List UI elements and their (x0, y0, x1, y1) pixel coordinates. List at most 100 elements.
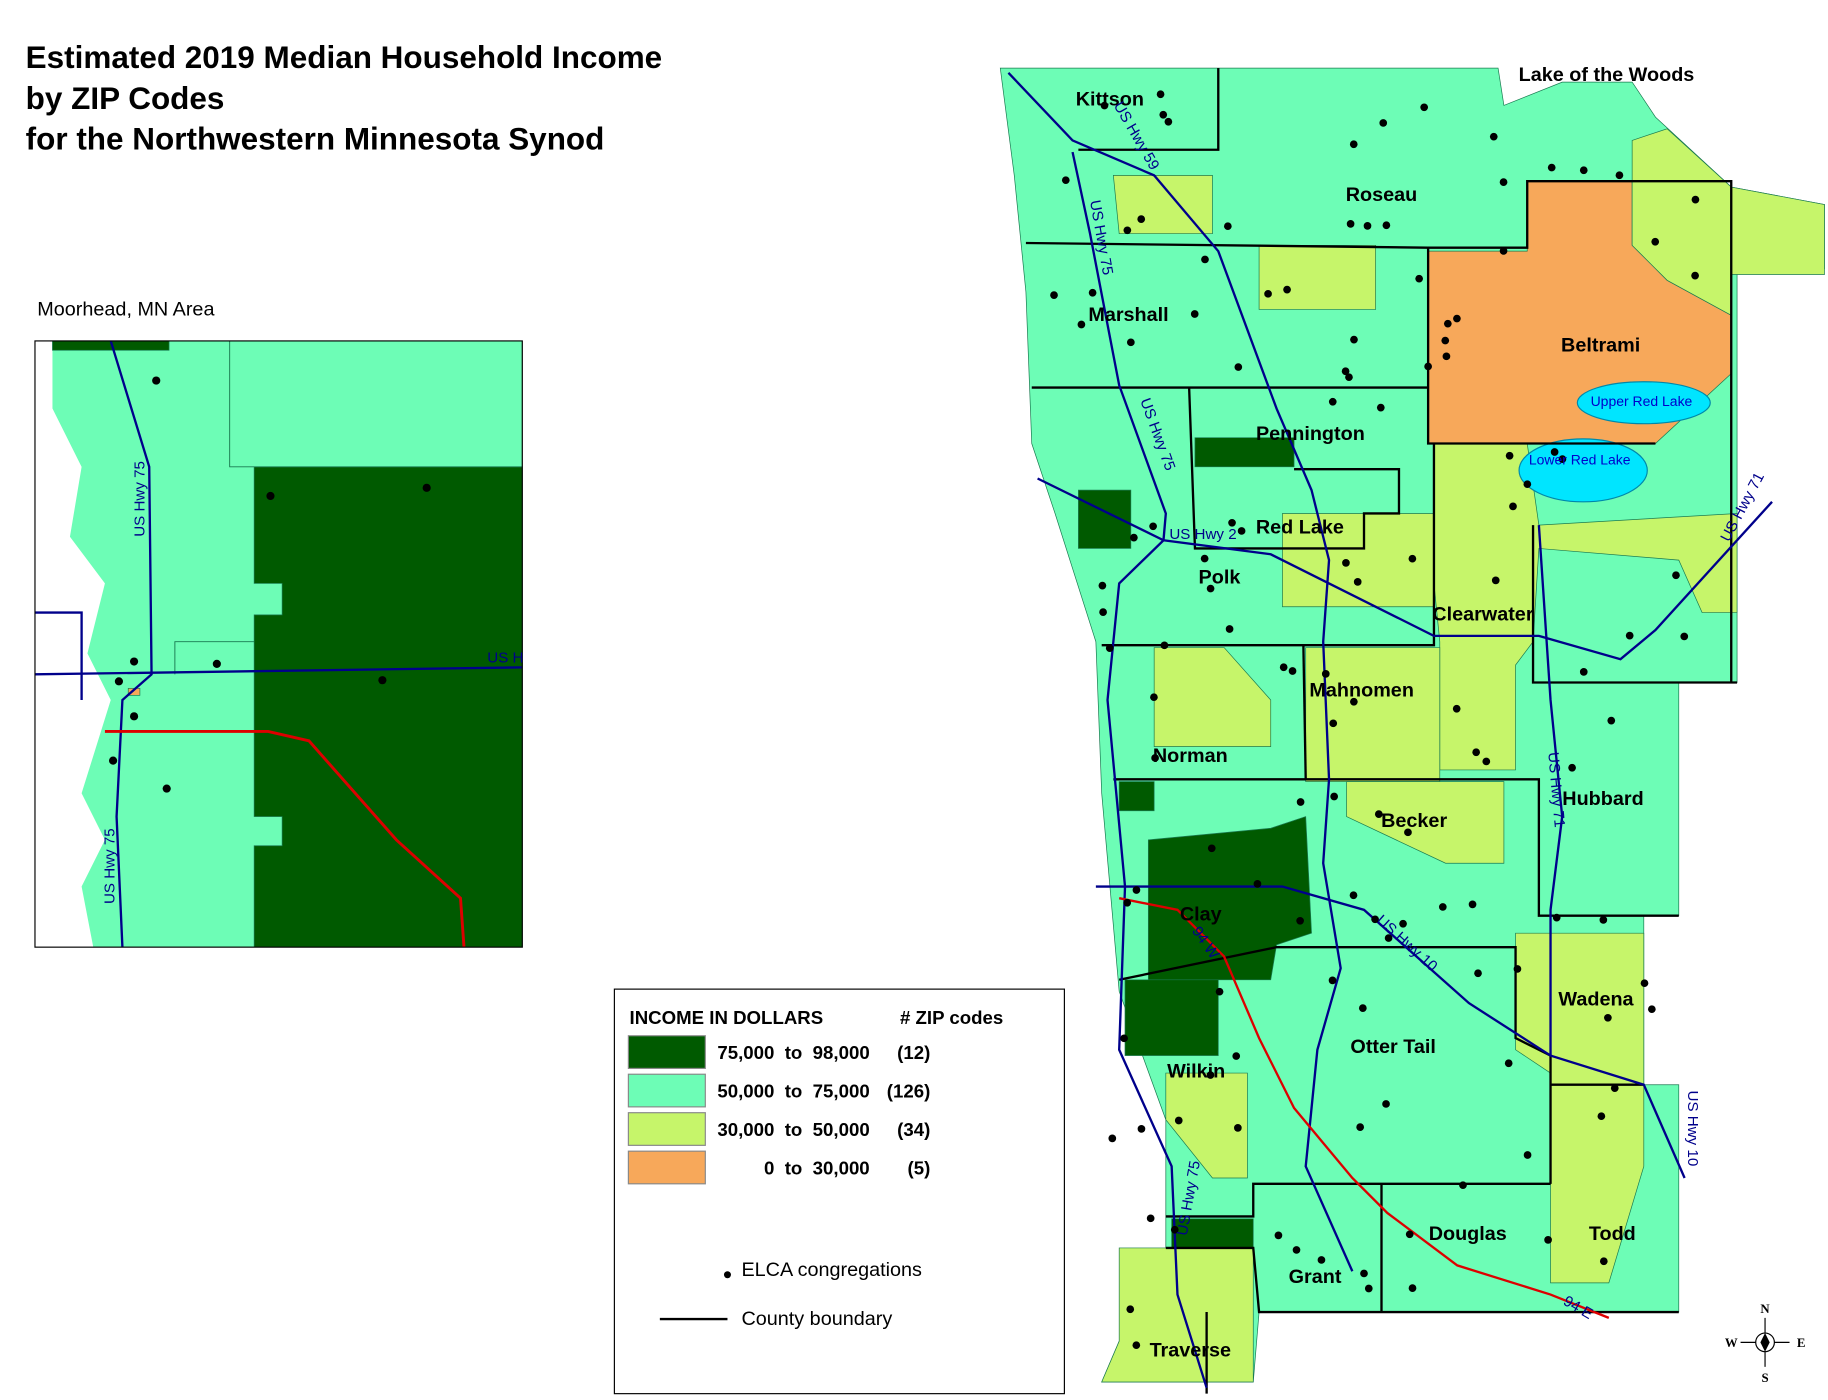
congregation (1132, 886, 1141, 894)
congregation (1123, 898, 1132, 907)
legend-swatch (627, 1073, 706, 1108)
legend-header: INCOME IN DOLLARS (630, 1007, 824, 1028)
congregation (1098, 581, 1107, 590)
road (1095, 885, 1686, 1179)
county-boundary (1101, 443, 1436, 647)
congregation (1404, 828, 1412, 837)
region (1258, 244, 1377, 310)
compass-letter: E (1797, 1336, 1806, 1350)
congregation (1504, 1059, 1513, 1068)
congregation (129, 712, 139, 721)
congregation (1253, 880, 1262, 888)
congregation (1379, 119, 1388, 127)
county-name: Hubbard (1562, 788, 1643, 810)
congregation (1415, 274, 1423, 283)
road (1007, 71, 1354, 1272)
road (1071, 151, 1208, 1389)
congregation (1126, 1305, 1135, 1314)
county-name: Clearwater (1432, 604, 1534, 626)
congregation (162, 784, 171, 793)
congregation (1647, 1005, 1656, 1014)
congregation (1399, 919, 1407, 928)
main-map (999, 67, 1825, 1394)
county-boundary (1165, 1246, 1679, 1314)
congregation (1206, 584, 1215, 593)
congregation (1468, 900, 1477, 909)
legend-range: 75,000 to 98,000 (717, 1042, 869, 1063)
region (1194, 437, 1295, 468)
inset-frame (34, 340, 523, 948)
congregation (1509, 502, 1517, 511)
congregation (1330, 792, 1339, 801)
congregation (1264, 289, 1272, 298)
congregation (1146, 1214, 1155, 1223)
county-name: Clay (1180, 903, 1222, 925)
county-name: Roseau (1346, 184, 1418, 206)
congregation (1274, 1231, 1283, 1240)
region (1118, 781, 1155, 812)
congregation (1499, 247, 1508, 255)
zip-boundary (229, 340, 523, 468)
congregation (1077, 320, 1086, 329)
lake (1518, 438, 1648, 503)
county-name: Norman (1153, 745, 1228, 767)
compass: N S W E (1725, 1302, 1806, 1385)
county-name: Marshall (1088, 304, 1168, 326)
congregation (1234, 363, 1243, 371)
county-boundary (1118, 945, 1552, 1184)
congregation (1441, 336, 1450, 345)
lake (1576, 381, 1711, 425)
county-name: Douglas (1429, 1223, 1507, 1245)
congregation (1491, 576, 1500, 585)
congregation (109, 756, 118, 765)
congregation (114, 677, 123, 686)
congregation (1317, 1256, 1326, 1264)
road (109, 340, 153, 948)
congregation (1513, 965, 1522, 973)
congregation (1234, 1124, 1242, 1132)
congregation (1360, 1269, 1368, 1278)
congregation (1159, 110, 1168, 119)
congregation (1363, 222, 1372, 230)
congregation (1341, 367, 1350, 376)
region (1346, 781, 1505, 864)
region (1165, 1072, 1248, 1179)
region (253, 466, 523, 948)
congregation (1382, 221, 1391, 230)
lake-name: Lower Red Lake (1529, 452, 1631, 468)
legend-swatch (627, 1150, 706, 1185)
congregation (1283, 285, 1291, 294)
congregation (1350, 335, 1358, 344)
highway-label: US Hwy 10 (1684, 1091, 1701, 1167)
congregation (1349, 140, 1358, 149)
congregation (1472, 748, 1481, 757)
congregation (1651, 237, 1660, 246)
congregation (1452, 704, 1461, 713)
congregation (1552, 913, 1561, 922)
congregation (1349, 891, 1358, 900)
region (1101, 1247, 1254, 1383)
highway-label: US Hwy 75 (132, 461, 149, 537)
lake-name: Upper Red Lake (1591, 393, 1693, 409)
congregation (1170, 1225, 1179, 1234)
region (1124, 979, 1219, 1056)
county-name: Wadena (1558, 988, 1634, 1010)
congregation (1328, 976, 1337, 985)
congregation (266, 491, 275, 501)
congregation (1150, 693, 1158, 702)
legend-range: 30,000 to 50,000 (717, 1119, 869, 1140)
congregation (1123, 226, 1132, 235)
congregation (1599, 916, 1608, 924)
congregation (1108, 1134, 1117, 1143)
congregation (1374, 810, 1383, 818)
congregation (1130, 533, 1138, 542)
county-boundary (1302, 645, 1307, 780)
congregation (212, 659, 221, 668)
congregation (1408, 554, 1417, 563)
congregation (1190, 310, 1199, 318)
county-boundary (1025, 180, 1733, 683)
congregation (1640, 979, 1649, 988)
legend-range: 0 to 30,000 (764, 1157, 870, 1178)
congregation (1489, 132, 1498, 141)
title-line: for the Northwestern Minnesota Synod (26, 122, 605, 157)
